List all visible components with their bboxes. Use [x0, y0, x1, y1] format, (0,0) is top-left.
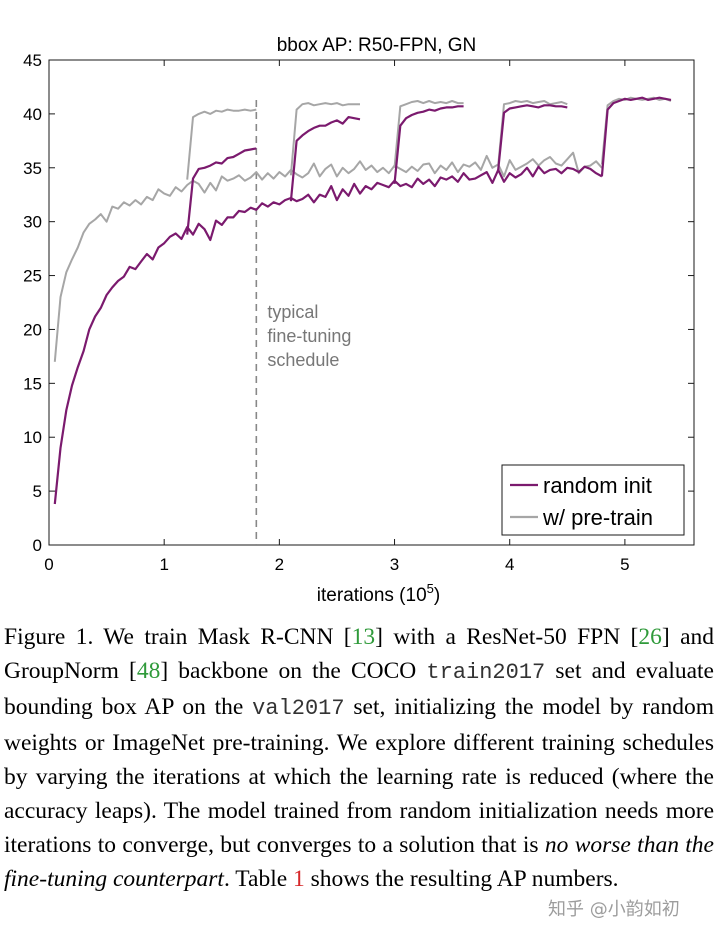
y-tick-label: 5: [33, 482, 42, 501]
x-axis-label: iterations (105): [317, 581, 440, 606]
y-tick-label: 10: [23, 428, 42, 447]
x-tick-label: 3: [390, 555, 399, 574]
table-link-1[interactable]: 1: [293, 866, 305, 892]
random-init-line-segment-1: [186, 147, 257, 235]
random-init-line-segment-2: [289, 115, 361, 202]
random-init-line-segment-4: [497, 104, 568, 171]
pretrain-line-segment-3: [393, 100, 464, 168]
x-tick-label: 0: [44, 555, 53, 574]
x-tick-label: 4: [505, 555, 514, 574]
y-tick-label: 45: [23, 51, 42, 70]
citation-link-26[interactable]: 26: [638, 624, 662, 650]
random-init-line-segment-5: [600, 96, 672, 177]
dataset-name-train: train2017: [426, 660, 546, 685]
plot-frame: [48, 59, 695, 546]
random-init-line-segment-3: [393, 105, 464, 185]
caption-text-1: Figure 1. We train Mask R-CNN [: [4, 624, 352, 650]
watermark-text: 知乎 @小韵如初: [548, 899, 680, 920]
pretrain-line-segment-4: [497, 100, 568, 166]
caption-text-6: set, initializing the model by random we…: [4, 694, 714, 858]
y-tick-label: 35: [23, 159, 42, 178]
caption-text-2: ] with a ResNet-50 FPN [: [375, 624, 639, 650]
pretrain-line-segment-1: [186, 108, 257, 180]
y-tick-label: 25: [23, 267, 42, 286]
random-init-line-segment-0: [53, 165, 603, 505]
caption-text-5: set and evaluate bounding box AP on the: [4, 658, 714, 720]
citation-link-48[interactable]: 48: [136, 658, 161, 684]
y-tick-label: 0: [33, 536, 42, 555]
x-tick-label: 2: [275, 555, 284, 574]
annotation-text: schedule: [267, 350, 339, 370]
pretrain-line-segment-0: [53, 151, 603, 362]
annotation-text: fine-tuning: [267, 326, 351, 346]
series-random-init: [53, 96, 672, 505]
x-tick-label: 1: [159, 555, 168, 574]
y-tick-label: 20: [23, 320, 42, 339]
dataset-name-val: val2017: [252, 696, 345, 721]
caption-text-4: ] backbone on the COCO: [160, 658, 427, 684]
pretrain-line-segment-5: [600, 96, 672, 165]
legend-label-pretrain: w/ pre-train: [542, 505, 653, 530]
caption-text-8: shows the resulting AP numbers.: [304, 866, 619, 892]
y-tick-label: 30: [23, 213, 42, 232]
y-tick-label: 15: [23, 374, 42, 393]
legend-box: [501, 464, 685, 536]
pretrain-line-segment-2: [289, 102, 360, 176]
annotation-text: typical: [267, 302, 318, 322]
chart-title: bbox AP: R50-FPN, GN: [277, 35, 477, 56]
legend-label-random-init: random init: [543, 473, 652, 498]
caption-text-3: ] and GroupNorm [: [4, 624, 714, 684]
caption-emphasis: no worse than the fine-tuning counterpar…: [4, 832, 714, 892]
caption-text-7: . Table: [223, 866, 294, 892]
citation-link-13[interactable]: 13: [351, 624, 376, 650]
figure-caption: Figure 1. We train Mask R-CNN [13] with …: [4, 620, 714, 896]
chart-figure: bbox AP: R50-FPN, GN 0 5 10 15 20 25 30 35 40 45 0 1…: [23, 35, 695, 606]
y-tick-label: 40: [23, 105, 42, 124]
x-tick-label: 5: [620, 555, 629, 574]
series-pretrain: [53, 96, 672, 362]
